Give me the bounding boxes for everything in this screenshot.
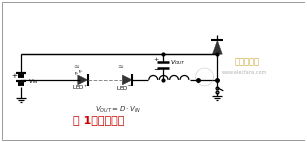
Text: $V_{OUT} = D \cdot V_{IN}$: $V_{OUT} = D \cdot V_{IN}$ [95,105,142,115]
Text: $V_{OUT}$: $V_{OUT}$ [170,58,186,67]
FancyBboxPatch shape [2,2,305,140]
Text: $V_{IN}$: $V_{IN}$ [28,77,39,86]
Text: +: + [153,57,158,62]
Polygon shape [78,75,88,85]
Text: 电子发烧友: 电子发烧友 [234,57,259,66]
Text: LED$^-$: LED$^-$ [116,84,133,92]
Text: www.elecfans.com: www.elecfans.com [221,70,267,75]
Text: LED$^+$: LED$^+$ [72,83,88,92]
Text: +: + [11,73,17,79]
Text: ≈: ≈ [117,64,123,70]
Polygon shape [122,75,132,85]
Text: 图 1：降压模式: 图 1：降压模式 [73,115,124,126]
Text: ≈: ≈ [73,64,79,70]
Polygon shape [212,40,222,54]
Text: −: − [153,65,159,74]
